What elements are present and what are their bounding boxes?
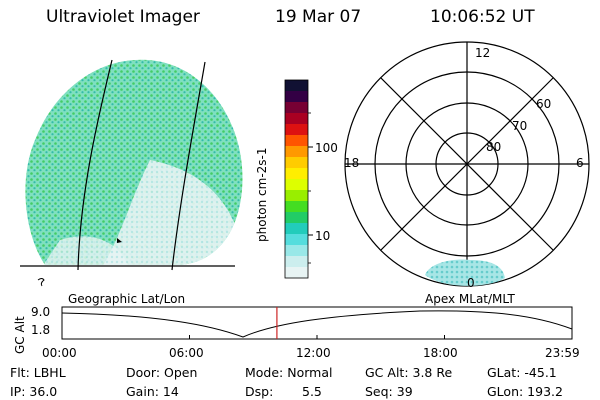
- colorbar-cell: [285, 223, 308, 235]
- x-tick-0600: 06:00: [169, 346, 204, 360]
- x-tick-1200: 12:00: [296, 346, 331, 360]
- colorbar-cell: [285, 91, 308, 103]
- colorbar-cell: [285, 179, 308, 191]
- colorbar-cell: [285, 146, 308, 158]
- dsp-value: 5.5: [302, 384, 322, 399]
- colorbar-cell: [285, 201, 308, 213]
- hour-label-18: 18: [344, 156, 360, 170]
- geo-coords-label: Geographic Lat/Lon: [68, 292, 186, 306]
- colorbar-cell: [285, 168, 308, 180]
- x-tick-1800: 18:00: [423, 346, 458, 360]
- filter-info: Flt: LBHL: [10, 365, 66, 380]
- app-title: Ultraviolet Imager: [46, 7, 200, 27]
- lat-label-70: 70: [512, 119, 528, 133]
- door-info: Door: Open: [126, 365, 198, 380]
- hour-label-12: 12: [474, 46, 492, 60]
- lat-label-80: 80: [486, 140, 502, 154]
- colorbar-tick-10: 10: [315, 229, 331, 243]
- timeline-y-label: GC Alt: [13, 316, 27, 354]
- colorbar-cell: [285, 124, 308, 136]
- gcalt-info: GC Alt: 3.8 Re: [365, 365, 453, 380]
- colorbar-cell: [285, 135, 308, 147]
- colorbar-label: photon cm-2s-1: [255, 147, 269, 243]
- hour-label-6: 6: [576, 156, 584, 170]
- colorbar-cell: [285, 267, 308, 279]
- colorbar-cell: [285, 190, 308, 202]
- colorbar: [284, 79, 313, 279]
- timeline-y-top: 9.0: [31, 305, 51, 319]
- timeline-y-bottom: 1.8: [31, 323, 51, 337]
- lat-label-60: 60: [536, 97, 552, 111]
- time-label: 10:06:52 UT: [430, 7, 535, 27]
- x-tick-2359: 23:59: [545, 346, 580, 360]
- polar-plot: [344, 41, 590, 287]
- hour-label-0: 0: [467, 276, 475, 290]
- altitude-timeline: [61, 306, 573, 340]
- geographic-image: [20, 59, 243, 287]
- gain-info: Gain: 14: [126, 384, 179, 399]
- apex-coords-label: Apex MLat/MLT: [425, 292, 515, 306]
- ip-info: IP: 36.0: [10, 384, 58, 399]
- x-tick-0000: 00:00: [42, 346, 77, 360]
- mode-info: Mode: Normal: [245, 365, 333, 380]
- colorbar-cell: [285, 256, 308, 268]
- colorbar-cell: [285, 113, 308, 125]
- colorbar-cell: [285, 245, 308, 257]
- colorbar-cell: [285, 102, 308, 114]
- glat-info: GLat: -45.1: [487, 365, 557, 380]
- colorbar-cell: [285, 80, 308, 92]
- colorbar-cell: [285, 234, 308, 246]
- colorbar-cell: [285, 157, 308, 169]
- colorbar-tick-100: 100: [315, 141, 338, 155]
- glon-info: GLon: 193.2: [487, 384, 563, 399]
- date-label: 19 Mar 07: [275, 7, 362, 27]
- dsp-info: Dsp:: [245, 384, 274, 399]
- seq-info: Seq: 39: [365, 384, 413, 399]
- colorbar-cell: [285, 212, 308, 224]
